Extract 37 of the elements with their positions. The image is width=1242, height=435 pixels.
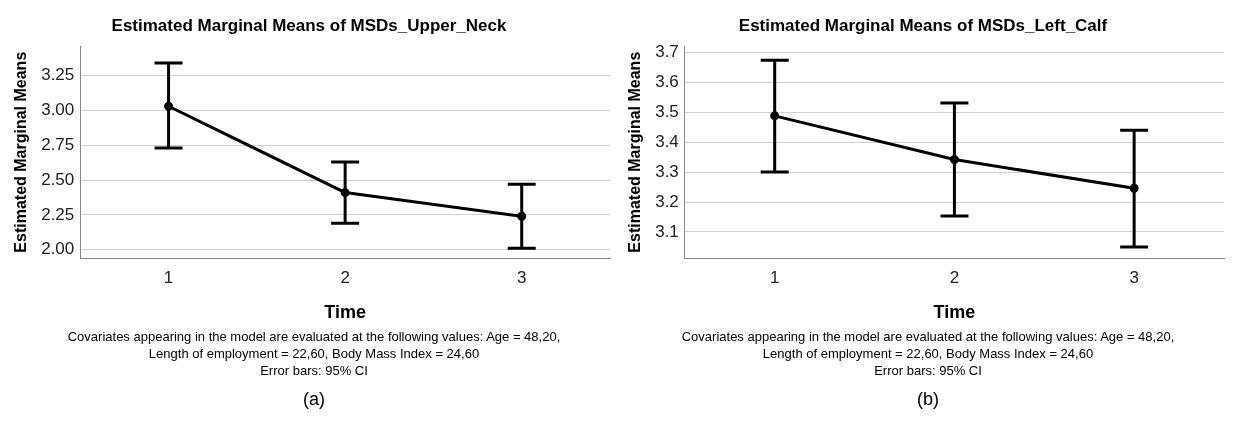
y-tick-label: 2.50 <box>41 169 75 189</box>
y-tick-label: 3.00 <box>41 100 75 120</box>
text: Covariates appearing in the model are evaluated at the following values: Age = 48,20, Length of employment = 22,60, Body Mass Index = 24,60 <box>680 328 1176 362</box>
y-tick-label: 3.3 <box>655 161 679 181</box>
text: Covariates appearing in the model are evaluated at the following values: Age = 48,20, Length of employment = 22,60, Body Mass Index = 24,60 <box>66 328 562 362</box>
y-tick-label: 2.00 <box>41 239 75 259</box>
text: (a) <box>302 389 326 410</box>
x-tick-label: 2 <box>340 267 350 287</box>
x-tick-label: 2 <box>949 267 960 287</box>
x-axis-title: Time <box>324 302 366 323</box>
y-tick-label: 3.5 <box>655 101 679 121</box>
chart-title: Estimated Marginal Means of MSDs_Left_Calf <box>738 15 1108 35</box>
point <box>164 101 174 111</box>
point <box>770 111 780 121</box>
x-tick-label: 1 <box>769 267 780 287</box>
y-tick-label: 3.4 <box>655 131 679 151</box>
x-axis-title: Time <box>933 302 976 323</box>
y-tick-label: 3.7 <box>655 42 679 62</box>
text: (b) <box>916 389 940 410</box>
point <box>1129 183 1139 193</box>
point <box>949 155 959 165</box>
chart-title: Estimated Marginal Means of MSDs_Upper_Neck <box>111 15 507 35</box>
text: Error bars: 95% CI <box>873 362 983 379</box>
y-tick-label: 3.2 <box>655 191 679 211</box>
y-axis-title: Estimated Marginal Means <box>12 51 30 253</box>
point <box>517 211 527 221</box>
x-tick-label: 3 <box>516 267 527 287</box>
x-tick-label: 1 <box>163 267 174 287</box>
y-tick-label: 3.6 <box>655 72 679 91</box>
y-tick-label: 3.25 <box>41 65 75 85</box>
y-tick-label: 2.25 <box>41 204 75 224</box>
y-tick-label: 3.1 <box>655 221 679 241</box>
y-tick-label: 2.75 <box>41 134 75 154</box>
x-tick-label: 3 <box>1129 267 1139 287</box>
text: Error bars: 95% CI <box>259 362 369 379</box>
point <box>340 188 350 198</box>
y-axis-title: Estimated Marginal Means <box>626 51 644 253</box>
